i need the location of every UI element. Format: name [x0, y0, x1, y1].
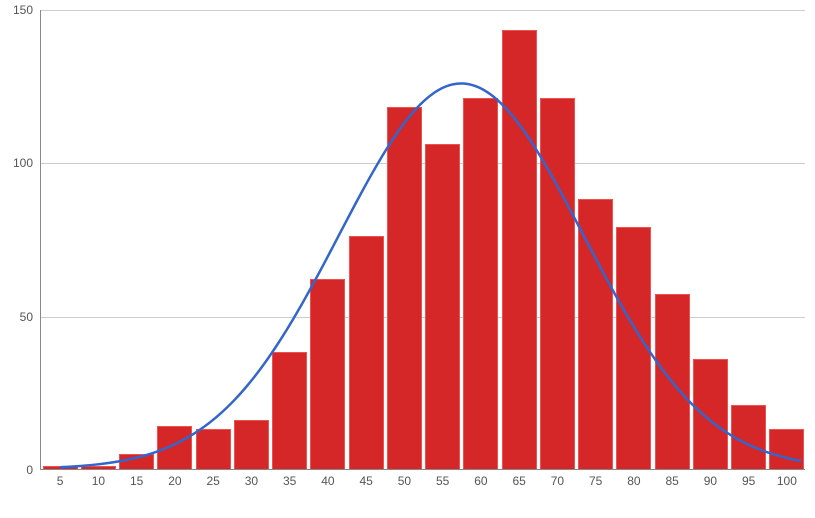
x-tick-label: 90	[704, 469, 717, 488]
histogram-bar	[769, 429, 804, 469]
x-tick-label: 75	[589, 469, 602, 488]
histogram-bar	[578, 199, 613, 469]
x-tick-label: 5	[57, 469, 64, 488]
histogram-bar	[157, 426, 192, 469]
normal-curve	[41, 10, 805, 469]
x-tick-label: 10	[92, 469, 105, 488]
x-tick-label: 30	[245, 469, 258, 488]
plot-area: 0501001505101520253035404550556065707580…	[40, 10, 805, 470]
x-tick-label: 80	[627, 469, 640, 488]
x-tick-label: 60	[474, 469, 487, 488]
x-tick-label: 15	[130, 469, 143, 488]
histogram-bar	[234, 420, 269, 469]
x-tick-label: 100	[777, 469, 797, 488]
x-tick-label: 25	[206, 469, 219, 488]
x-tick-label: 40	[321, 469, 334, 488]
x-tick-label: 45	[359, 469, 372, 488]
x-tick-label: 20	[168, 469, 181, 488]
x-tick-label: 50	[398, 469, 411, 488]
x-tick-label: 70	[551, 469, 564, 488]
x-tick-label: 35	[283, 469, 296, 488]
histogram-bar	[502, 30, 537, 469]
y-tick-label: 100	[13, 156, 41, 170]
x-tick-label: 65	[512, 469, 525, 488]
histogram-bar	[693, 359, 728, 469]
y-tick-label: 150	[13, 3, 41, 17]
histogram-bar	[310, 279, 345, 469]
gridline	[41, 317, 805, 318]
y-tick-label: 50	[20, 310, 41, 324]
histogram-bar	[43, 466, 78, 469]
x-tick-label: 95	[742, 469, 755, 488]
histogram-bar	[387, 107, 422, 469]
histogram-bar	[81, 466, 116, 469]
histogram-bar	[540, 98, 575, 469]
histogram-bar	[196, 429, 231, 469]
histogram-chart: 0501001505101520253035404550556065707580…	[40, 10, 805, 490]
histogram-bar	[119, 454, 154, 469]
histogram-bar	[349, 236, 384, 469]
gridline	[41, 10, 805, 11]
histogram-bar	[463, 98, 498, 469]
histogram-bar	[425, 144, 460, 469]
histogram-bar	[731, 405, 766, 469]
gridline	[41, 163, 805, 164]
histogram-bar	[616, 227, 651, 469]
histogram-bar	[272, 352, 307, 469]
x-tick-label: 85	[665, 469, 678, 488]
y-tick-label: 0	[26, 463, 41, 477]
x-tick-label: 55	[436, 469, 449, 488]
histogram-bar	[655, 294, 690, 469]
